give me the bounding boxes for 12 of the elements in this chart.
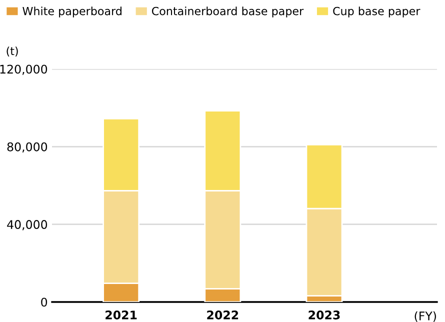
legend-label: Containerboard base paper [152, 6, 304, 18]
x-axis-title: (FY) [414, 311, 436, 322]
legend-label: Cup base paper [333, 6, 420, 18]
y-tick-label: 0 [41, 298, 48, 307]
y-tick-label: 80,000 [7, 142, 48, 153]
x-tick-label: 2021 [106, 310, 137, 320]
legend-label: White paperboard [22, 6, 122, 18]
x-tick-label: 2022 [207, 310, 238, 320]
y-tick-label: 120,000 [0, 64, 48, 75]
x-tick-label: 2023 [308, 310, 340, 320]
y-axis-title: (t) [6, 46, 18, 57]
y-tick-label: 40,000 [7, 220, 48, 230]
